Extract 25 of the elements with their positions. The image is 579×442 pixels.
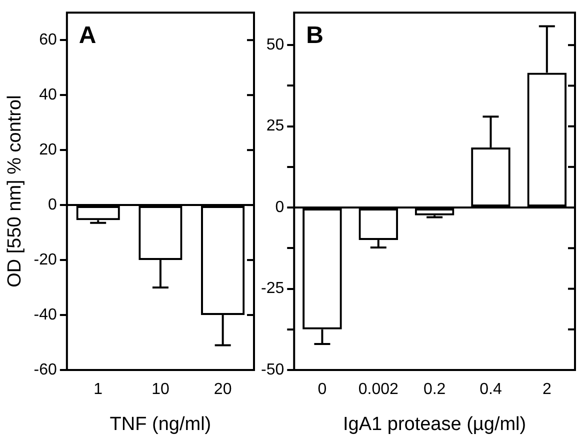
x-tick-label: 2 bbox=[542, 381, 552, 398]
y-tick-label: -40 bbox=[34, 306, 58, 324]
y-tick-label: 0 bbox=[275, 198, 284, 216]
x-tick-label: 0.4 bbox=[480, 381, 502, 398]
x-tick-label: 10 bbox=[152, 381, 170, 398]
y-tick-label: 25 bbox=[266, 118, 284, 135]
x-tick-label: 20 bbox=[214, 381, 232, 398]
y-tick-label: 20 bbox=[39, 141, 58, 158]
y-axis-title: OD [550 nm] % control bbox=[4, 95, 26, 288]
x-tick-label: 1 bbox=[94, 381, 103, 398]
x-axis-title: IgA1 protease (µg/ml) bbox=[343, 414, 526, 435]
annotation: A bbox=[78, 22, 96, 50]
y-tick-label: -50 bbox=[261, 361, 284, 378]
x-axis-title: TNF (ng/ml) bbox=[110, 414, 212, 435]
y-tick-label: -25 bbox=[261, 280, 284, 298]
y-tick-label: 40 bbox=[39, 86, 58, 104]
x-tick-label: 0.2 bbox=[423, 381, 446, 398]
y-tick-label: 0 bbox=[48, 196, 58, 214]
x-tick-label: 0.002 bbox=[358, 381, 399, 398]
y-tick-label: 50 bbox=[266, 36, 284, 54]
y-tick-label: -20 bbox=[34, 251, 58, 268]
x-tick-label: 0 bbox=[318, 381, 327, 398]
y-tick-label: -60 bbox=[34, 361, 58, 378]
annotation: B bbox=[306, 22, 324, 50]
y-tick-label: 60 bbox=[39, 32, 58, 48]
